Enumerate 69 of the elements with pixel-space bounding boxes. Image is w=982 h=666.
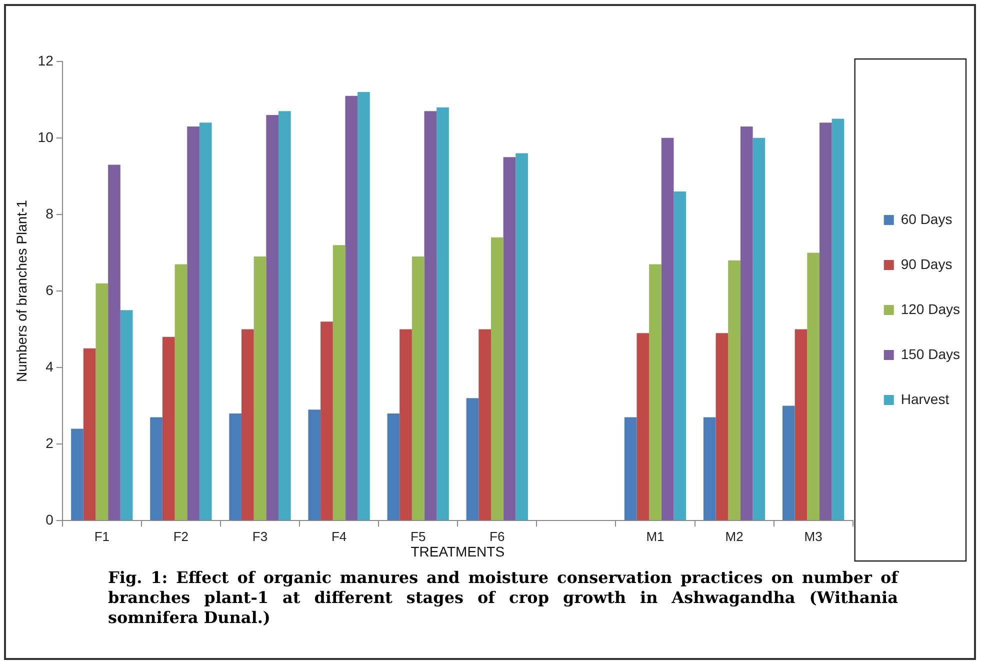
bar <box>436 107 449 520</box>
y-tick-label: 6 <box>46 282 54 298</box>
x-tick-label: F2 <box>173 528 189 544</box>
bar <box>358 92 370 520</box>
y-tick-label: 8 <box>46 205 54 222</box>
bar <box>466 398 479 520</box>
x-tick-label: F6 <box>490 528 505 544</box>
bar <box>345 96 358 520</box>
bar <box>308 410 321 520</box>
bar <box>332 245 346 520</box>
bar <box>649 264 662 520</box>
x-tick-label: F1 <box>94 528 110 544</box>
bar <box>120 310 133 520</box>
bar <box>807 252 820 520</box>
y-axis-title: Numbers of branches Plant-1 <box>13 200 30 382</box>
bar <box>229 413 242 520</box>
legend-label: 60 Days <box>900 210 952 227</box>
y-tick-label: 10 <box>38 128 54 145</box>
bar <box>490 237 504 520</box>
bar <box>794 329 808 520</box>
x-tick-label: M3 <box>804 528 822 544</box>
x-tick-label: F4 <box>331 528 347 544</box>
legend-label: 150 Days <box>900 346 960 362</box>
x-tick-label: M2 <box>725 528 744 544</box>
x-tick-label: M1 <box>646 528 664 544</box>
x-axis-title: TREATMENTS <box>410 543 505 560</box>
bar <box>83 348 96 520</box>
bar <box>782 406 795 520</box>
bar <box>478 329 491 520</box>
x-tick-label: F3 <box>252 528 268 544</box>
bar <box>199 122 212 520</box>
bar <box>412 256 424 520</box>
bar <box>832 118 844 520</box>
bar <box>752 138 766 520</box>
bar <box>503 157 516 520</box>
bar <box>516 153 528 520</box>
legend-label: 120 Days <box>900 300 960 317</box>
y-tick-label: 0 <box>46 511 54 528</box>
bar <box>636 333 650 520</box>
y-tick-label: 12 <box>38 52 54 68</box>
bar <box>278 111 291 520</box>
bar <box>740 126 753 520</box>
bar <box>674 192 686 520</box>
bar <box>387 413 400 520</box>
caption: Fig. 1: Effect of organic manures and moisture conservation practices on number of branches plant-1 at different stages of crop growth in Ashwagandha (Withania somnifera Dunal.) <box>108 568 898 628</box>
bar <box>716 333 728 520</box>
bar <box>819 122 832 520</box>
bar <box>108 164 120 520</box>
x-tick-label: F5 <box>410 528 426 544</box>
y-tick-label: 4 <box>46 358 54 374</box>
bar <box>661 138 674 520</box>
bar <box>400 329 412 520</box>
bar <box>162 336 175 520</box>
bar <box>266 114 278 520</box>
bar <box>241 329 254 520</box>
bar <box>96 283 108 520</box>
legend-label: Harvest <box>900 390 950 407</box>
bar <box>320 322 333 520</box>
bar <box>254 256 266 520</box>
bar <box>703 417 716 520</box>
bar <box>150 417 162 520</box>
bar <box>187 126 200 520</box>
bar <box>728 260 740 520</box>
bar <box>624 417 637 520</box>
bar <box>71 428 84 520</box>
bar <box>424 111 437 520</box>
bar <box>174 264 188 520</box>
y-tick-label: 2 <box>46 434 54 451</box>
legend-label: 90 Days <box>900 256 952 272</box>
